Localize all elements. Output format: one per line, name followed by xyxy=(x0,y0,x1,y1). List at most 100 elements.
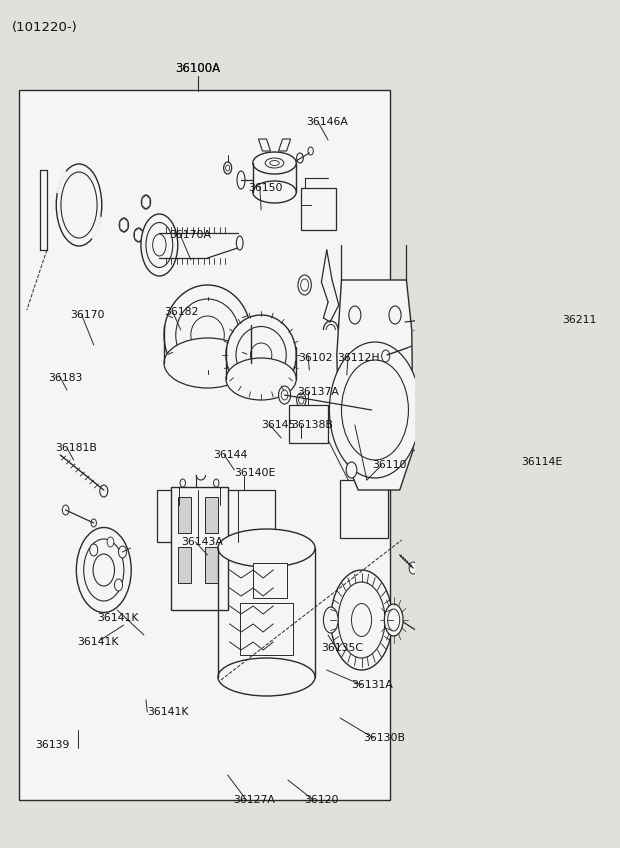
Circle shape xyxy=(329,342,420,478)
Text: 36114E: 36114E xyxy=(521,457,562,467)
Circle shape xyxy=(180,479,185,487)
Bar xyxy=(205,497,218,533)
Ellipse shape xyxy=(191,316,224,354)
Circle shape xyxy=(298,275,311,295)
Polygon shape xyxy=(171,487,228,610)
Text: 36141K: 36141K xyxy=(148,707,189,717)
Ellipse shape xyxy=(330,570,392,670)
Text: (101220-): (101220-) xyxy=(12,21,78,35)
Text: 36170: 36170 xyxy=(70,310,105,320)
Circle shape xyxy=(226,165,229,171)
Circle shape xyxy=(389,306,401,324)
Bar xyxy=(290,405,328,443)
Text: 36127A: 36127A xyxy=(234,795,275,805)
Ellipse shape xyxy=(218,658,315,696)
Ellipse shape xyxy=(236,326,286,383)
Ellipse shape xyxy=(56,164,102,246)
Bar xyxy=(178,547,192,583)
Text: 36170A: 36170A xyxy=(169,230,211,240)
Ellipse shape xyxy=(338,582,385,658)
Ellipse shape xyxy=(265,158,284,168)
Circle shape xyxy=(134,228,143,242)
Ellipse shape xyxy=(218,529,315,567)
Circle shape xyxy=(367,403,378,419)
Circle shape xyxy=(308,147,313,155)
Text: 36143A: 36143A xyxy=(181,537,223,547)
Ellipse shape xyxy=(253,152,296,174)
Ellipse shape xyxy=(76,527,131,612)
Ellipse shape xyxy=(164,285,251,385)
Bar xyxy=(19,90,391,800)
Polygon shape xyxy=(142,195,150,209)
Text: 36130B: 36130B xyxy=(363,733,405,743)
Circle shape xyxy=(213,479,219,487)
Circle shape xyxy=(115,579,123,591)
Ellipse shape xyxy=(324,607,338,633)
Ellipse shape xyxy=(226,315,296,395)
Text: 36100A: 36100A xyxy=(175,62,220,75)
Text: 36110: 36110 xyxy=(372,460,407,470)
Circle shape xyxy=(118,546,126,558)
Circle shape xyxy=(349,306,361,324)
Polygon shape xyxy=(120,218,128,232)
Text: 36181B: 36181B xyxy=(55,443,97,453)
Ellipse shape xyxy=(421,315,429,323)
Text: 36100A: 36100A xyxy=(175,62,220,75)
Circle shape xyxy=(121,221,126,229)
Bar xyxy=(301,188,336,230)
Polygon shape xyxy=(337,280,413,490)
Text: 36139: 36139 xyxy=(35,740,69,750)
Ellipse shape xyxy=(388,609,400,631)
Circle shape xyxy=(141,195,151,209)
Text: 36131A: 36131A xyxy=(352,680,394,690)
Ellipse shape xyxy=(175,299,239,371)
Bar xyxy=(157,490,275,542)
Circle shape xyxy=(420,629,428,641)
Circle shape xyxy=(299,396,304,404)
Ellipse shape xyxy=(270,160,279,165)
Text: 36144: 36144 xyxy=(213,450,247,460)
Ellipse shape xyxy=(384,604,403,636)
Ellipse shape xyxy=(236,236,243,250)
Text: 36150: 36150 xyxy=(248,183,282,193)
Circle shape xyxy=(143,198,149,206)
Circle shape xyxy=(62,505,69,515)
Circle shape xyxy=(296,153,303,163)
Ellipse shape xyxy=(164,338,251,388)
Circle shape xyxy=(346,462,357,478)
Polygon shape xyxy=(259,139,270,151)
Circle shape xyxy=(100,485,108,497)
Ellipse shape xyxy=(84,539,124,601)
Text: 36138B: 36138B xyxy=(291,420,333,430)
Circle shape xyxy=(107,537,114,547)
Circle shape xyxy=(409,562,417,574)
Text: 36211: 36211 xyxy=(562,315,597,325)
Polygon shape xyxy=(253,563,286,598)
Circle shape xyxy=(281,390,288,400)
Polygon shape xyxy=(278,139,291,151)
Text: 36141K: 36141K xyxy=(78,637,119,647)
Circle shape xyxy=(278,386,291,404)
Circle shape xyxy=(90,544,98,556)
Circle shape xyxy=(301,279,309,291)
Text: 36140E: 36140E xyxy=(234,468,276,478)
Bar xyxy=(178,497,192,533)
Ellipse shape xyxy=(153,234,166,256)
Circle shape xyxy=(93,554,115,586)
Ellipse shape xyxy=(141,214,178,276)
Circle shape xyxy=(91,519,97,527)
Bar xyxy=(240,603,293,655)
Ellipse shape xyxy=(352,604,371,637)
Text: 36145: 36145 xyxy=(261,420,296,430)
Text: 36112H: 36112H xyxy=(337,353,380,363)
Text: 36182: 36182 xyxy=(164,307,198,317)
Circle shape xyxy=(342,360,409,460)
Polygon shape xyxy=(135,228,143,242)
Text: 36135C: 36135C xyxy=(321,643,363,653)
Text: 36102: 36102 xyxy=(299,353,333,363)
Text: 36120: 36120 xyxy=(304,795,339,805)
Text: 36146A: 36146A xyxy=(307,117,348,127)
Circle shape xyxy=(296,393,306,407)
Ellipse shape xyxy=(226,358,296,400)
Circle shape xyxy=(382,350,390,362)
